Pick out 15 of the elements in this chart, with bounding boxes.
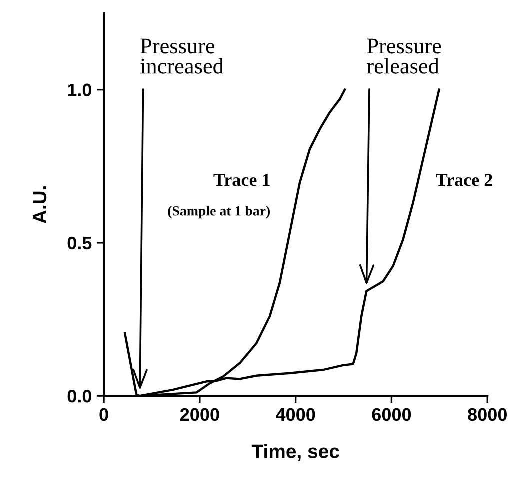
annotation: Pressure released [367, 38, 442, 74]
annotation: (Sample at 1 bar) [168, 206, 270, 219]
series-label: Trace 2 [436, 174, 492, 186]
y-axis-title: A.U. [33, 186, 47, 224]
y-tick-label: 0.0 [68, 390, 92, 403]
y-tick-label: 0.5 [68, 236, 92, 250]
y-tick-label: 1.0 [68, 84, 92, 97]
x-axis-title: Time, sec [252, 444, 340, 462]
x-tick-label: 6000 [372, 408, 412, 422]
x-tick-label: 4000 [276, 408, 316, 422]
x-tick-label: 2000 [180, 408, 220, 422]
x-tick-label: 0 [100, 408, 108, 422]
series-label: Trace 1 [214, 174, 270, 186]
annotation: Pressure increased [140, 38, 224, 74]
x-tick-label: 8000 [468, 408, 507, 422]
